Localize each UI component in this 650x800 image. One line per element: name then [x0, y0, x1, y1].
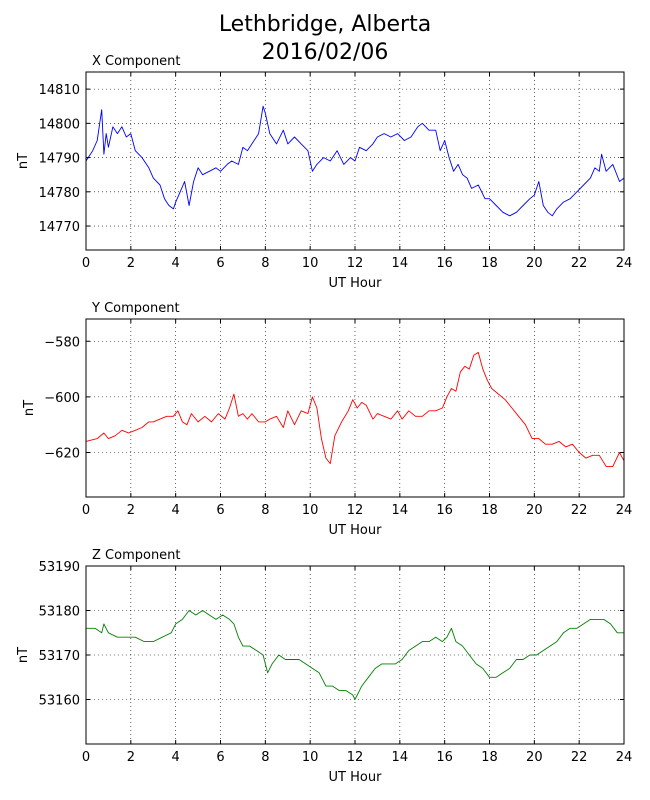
z-x-tick-label: 16 — [436, 750, 453, 765]
y-y-tick-label: −580 — [44, 335, 80, 350]
x-x-tick-label: 8 — [261, 256, 269, 271]
x-x-tick-label: 12 — [347, 256, 364, 271]
z-x-tick-label: 22 — [571, 750, 588, 765]
x-y-tick-label: 14770 — [39, 220, 80, 235]
x-x-tick-label: 6 — [216, 256, 224, 271]
y-y-axis-label: nT — [22, 400, 37, 416]
x-x-tick-label: 18 — [481, 256, 498, 271]
y-component-series-line — [85, 351, 625, 467]
z-y-tick-label: 53160 — [39, 694, 80, 709]
z-y-tick-label: 53190 — [39, 560, 80, 575]
x-y-tick-label: 14790 — [39, 152, 80, 167]
z-x-tick-label: 18 — [481, 750, 498, 765]
z-component-title: Z Component — [92, 548, 181, 563]
y-x-tick-label: 6 — [216, 503, 224, 518]
x-x-tick-label: 0 — [82, 256, 90, 271]
z-x-tick-label: 12 — [347, 750, 364, 765]
z-x-tick-label: 6 — [216, 750, 224, 765]
figure-title-line-2: 2016/02/06 — [261, 40, 389, 65]
y-x-tick-label: 8 — [261, 503, 269, 518]
x-x-tick-label: 16 — [436, 256, 453, 271]
x-x-tick-label: 22 — [571, 256, 588, 271]
x-x-tick-label: 24 — [616, 256, 633, 271]
x-x-axis-label: UT Hour — [329, 276, 383, 291]
x-component-panel: 0 2 4 6 8 10 12 14 16 18 20 22 241477014780147901480… — [16, 54, 632, 291]
x-y-tick-label: 14810 — [39, 83, 80, 98]
z-x-tick-label: 8 — [261, 750, 269, 765]
x-component-title: X Component — [92, 54, 181, 69]
x-y-tick-label: 14800 — [39, 117, 80, 132]
z-x-tick-label: 10 — [302, 750, 319, 765]
z-x-tick-label: 24 — [616, 750, 633, 765]
x-y-axis-label: nT — [16, 153, 31, 169]
x-y-tick-label: 14780 — [39, 186, 80, 201]
y-x-tick-label: 10 — [302, 503, 319, 518]
y-x-tick-label: 12 — [347, 503, 364, 518]
x-x-tick-label: 20 — [526, 256, 543, 271]
y-y-tick-label: −620 — [44, 447, 80, 462]
z-x-tick-label: 4 — [172, 750, 180, 765]
x-x-tick-label: 10 — [302, 256, 319, 271]
y-component-title: Y Component — [91, 301, 180, 316]
z-x-tick-label: 0 — [82, 750, 90, 765]
x-component-series-line — [85, 105, 625, 217]
z-component-series-line — [86, 610, 624, 700]
y-x-tick-label: 24 — [616, 503, 633, 518]
z-y-tick-label: 53170 — [39, 649, 80, 664]
y-x-axis-label: UT Hour — [329, 523, 383, 538]
y-y-tick-label: −600 — [44, 391, 80, 406]
y-x-tick-label: 4 — [172, 503, 180, 518]
z-x-tick-label: 20 — [526, 750, 543, 765]
x-x-tick-label: 14 — [392, 256, 409, 271]
z-y-tick-label: 53180 — [39, 605, 80, 620]
y-x-tick-label: 16 — [436, 503, 453, 518]
z-x-tick-label: 2 — [127, 750, 135, 765]
z-y-axis-label: nT — [16, 647, 31, 663]
y-x-tick-label: 20 — [526, 503, 543, 518]
z-x-tick-label: 14 — [392, 750, 409, 765]
y-x-tick-label: 0 — [82, 503, 90, 518]
y-x-tick-label: 22 — [571, 503, 588, 518]
figure-title-line-1: Lethbridge, Alberta — [218, 12, 432, 37]
z-component-panel: 0 2 4 6 8 10 12 14 16 18 20 22 245316053170531805319… — [16, 548, 632, 785]
y-x-tick-label: 2 — [127, 503, 135, 518]
y-x-tick-label: 18 — [481, 503, 498, 518]
z-x-axis-label: UT Hour — [329, 770, 383, 785]
x-x-tick-label: 4 — [172, 256, 180, 271]
y-x-tick-label: 14 — [392, 503, 409, 518]
x-x-tick-label: 2 — [127, 256, 135, 271]
